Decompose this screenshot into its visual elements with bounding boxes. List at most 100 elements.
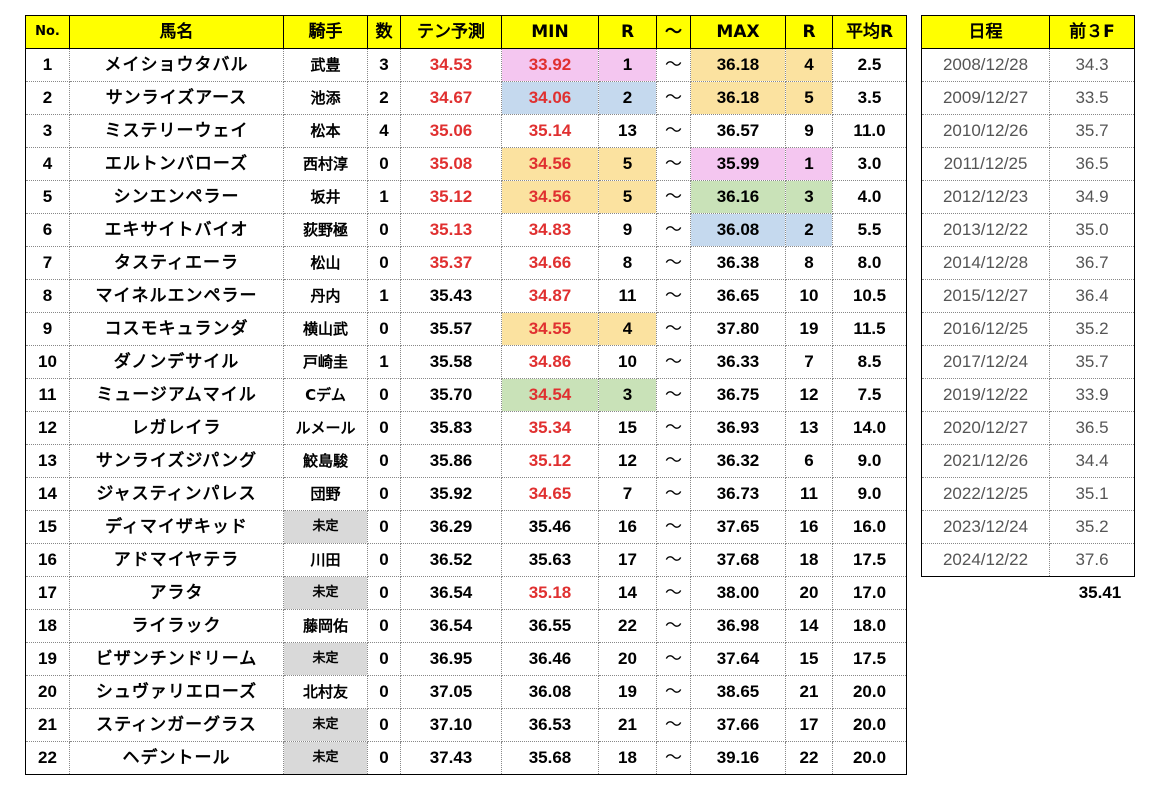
ten-prediction: 35.37 [400, 246, 502, 280]
avg-rank: 10.5 [832, 279, 907, 313]
min-value: 35.34 [501, 411, 599, 445]
horse-name: エルトンバローズ [69, 147, 284, 181]
header-max-rank: R [785, 15, 833, 49]
ten-prediction: 36.52 [400, 543, 502, 577]
count-value: 0 [367, 444, 401, 478]
horse-prediction-table: No. 馬名 騎手 数 テン予測 MIN R 〜 MAX R 平均R 1 メイショ… [25, 15, 907, 775]
table-row: 10 ダノンデサイル 戸崎圭 1 35.58 34.86 10 〜 36.33 7 8.5 [25, 345, 907, 379]
jockey-name: 未定 [283, 741, 368, 775]
ten-prediction: 35.13 [400, 213, 502, 247]
average-front-3f: 35.41 [1078, 583, 1122, 602]
ten-prediction: 35.57 [400, 312, 502, 346]
avg-rank: 16.0 [832, 510, 907, 544]
ten-prediction: 35.58 [400, 345, 502, 379]
range-tilde: 〜 [656, 48, 691, 82]
table-row: 3 ミステリーウェイ 松本 4 35.06 35.14 13 〜 36.57 9 11.0 [25, 114, 907, 148]
jockey-name: 未定 [283, 510, 368, 544]
race-date: 2021/12/26 [921, 444, 1050, 478]
horse-name: ミュージアムマイル [69, 378, 284, 412]
min-rank: 18 [598, 741, 657, 775]
max-value: 37.64 [690, 642, 786, 676]
horse-name: コスモキュランダ [69, 312, 284, 346]
max-rank: 3 [785, 180, 833, 214]
jockey-name: 団野 [283, 477, 368, 511]
row-number: 22 [25, 741, 70, 775]
row-number: 10 [25, 345, 70, 379]
date-row: 2022/12/25 35.1 [921, 477, 1135, 511]
horse-name: アドマイヤテラ [69, 543, 284, 577]
max-rank: 17 [785, 708, 833, 742]
table-row: 2 サンライズアース 池添 2 34.67 34.06 2 〜 36.18 5 3.5 [25, 81, 907, 115]
header-tilde: 〜 [656, 15, 691, 49]
range-tilde: 〜 [656, 411, 691, 445]
horse-name: サンライズアース [69, 81, 284, 115]
range-tilde: 〜 [656, 609, 691, 643]
race-date: 2008/12/28 [921, 48, 1050, 82]
max-value: 36.98 [690, 609, 786, 643]
date-row: 2012/12/23 34.9 [921, 180, 1135, 214]
ten-prediction: 35.86 [400, 444, 502, 478]
min-rank: 11 [598, 279, 657, 313]
max-value: 36.75 [690, 378, 786, 412]
row-number: 11 [25, 378, 70, 412]
range-tilde: 〜 [656, 576, 691, 610]
race-date: 2015/12/27 [921, 279, 1050, 313]
date-row: 2008/12/28 34.3 [921, 48, 1135, 82]
horse-name: エキサイトバイオ [69, 213, 284, 247]
jockey-name: 松本 [283, 114, 368, 148]
jockey-name: 横山武 [283, 312, 368, 346]
date-row: 2015/12/27 36.4 [921, 279, 1135, 313]
horse-name: スティンガーグラス [69, 708, 284, 742]
min-rank: 14 [598, 576, 657, 610]
max-value: 36.93 [690, 411, 786, 445]
jockey-name: 藤岡佑 [283, 609, 368, 643]
min-rank: 3 [598, 378, 657, 412]
jockey-name: 荻野極 [283, 213, 368, 247]
row-number: 17 [25, 576, 70, 610]
table-row: 22 ヘデントール 未定 0 37.43 35.68 18 〜 39.16 22 20.0 [25, 741, 907, 775]
avg-rank: 17.5 [832, 543, 907, 577]
row-number: 2 [25, 81, 70, 115]
table-row: 16 アドマイヤテラ 川田 0 36.52 35.63 17 〜 37.68 18 17.5 [25, 543, 907, 577]
min-rank: 9 [598, 213, 657, 247]
count-value: 0 [367, 576, 401, 610]
race-date: 2010/12/26 [921, 114, 1050, 148]
range-tilde: 〜 [656, 543, 691, 577]
table-row: 18 ライラック 藤岡佑 0 36.54 36.55 22 〜 36.98 14 18.0 [25, 609, 907, 643]
min-value: 34.83 [501, 213, 599, 247]
min-value: 34.65 [501, 477, 599, 511]
table-row: 14 ジャスティンパレス 団野 0 35.92 34.65 7 〜 36.73 11 9.0 [25, 477, 907, 511]
range-tilde: 〜 [656, 741, 691, 775]
race-date: 2024/12/22 [921, 543, 1050, 577]
range-tilde: 〜 [656, 180, 691, 214]
front-3f-value: 35.0 [1049, 213, 1135, 247]
max-rank: 15 [785, 642, 833, 676]
table-row: 4 エルトンバローズ 西村淳 0 35.08 34.56 5 〜 35.99 1 3.0 [25, 147, 907, 181]
count-value: 0 [367, 642, 401, 676]
ten-prediction: 37.10 [400, 708, 502, 742]
jockey-name: Cデム [283, 378, 368, 412]
min-value: 36.53 [501, 708, 599, 742]
race-date: 2012/12/23 [921, 180, 1050, 214]
max-value: 38.00 [690, 576, 786, 610]
row-number: 21 [25, 708, 70, 742]
row-number: 15 [25, 510, 70, 544]
max-rank: 22 [785, 741, 833, 775]
max-value: 36.32 [690, 444, 786, 478]
min-rank: 20 [598, 642, 657, 676]
count-value: 0 [367, 609, 401, 643]
max-value: 36.73 [690, 477, 786, 511]
max-value: 37.68 [690, 543, 786, 577]
range-tilde: 〜 [656, 510, 691, 544]
avg-rank: 17.5 [832, 642, 907, 676]
min-value: 35.68 [501, 741, 599, 775]
avg-rank: 9.0 [832, 444, 907, 478]
front-3f-value: 34.9 [1049, 180, 1135, 214]
min-rank: 12 [598, 444, 657, 478]
range-tilde: 〜 [656, 345, 691, 379]
range-tilde: 〜 [656, 81, 691, 115]
race-date-table: 日程 前３F 2008/12/28 34.3 2009/12/27 33.5 2010/… [921, 15, 1135, 577]
count-value: 0 [367, 510, 401, 544]
max-value: 37.66 [690, 708, 786, 742]
range-tilde: 〜 [656, 444, 691, 478]
